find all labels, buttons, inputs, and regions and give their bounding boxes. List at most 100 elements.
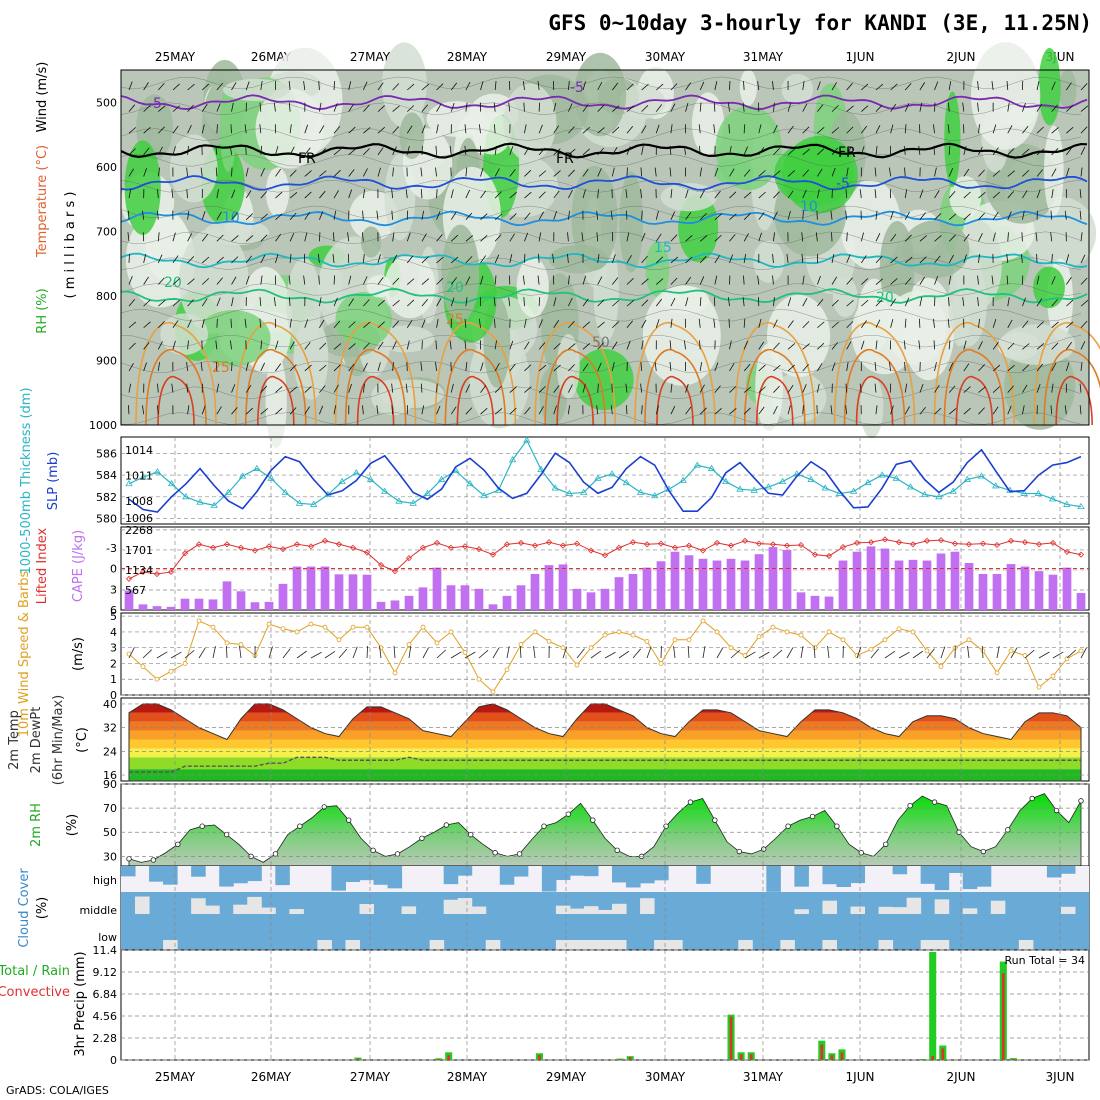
wind-barb [802,405,804,415]
lifted-index-point [363,549,371,556]
wind-barb [245,213,254,220]
wind-speed-point [140,664,146,670]
wind-speed-point [182,661,188,666]
wind-barb [567,81,570,91]
cloud-high-bar [219,866,234,887]
wind-barb [157,83,165,91]
rh-contour [120,386,1082,399]
wind-barb [1080,320,1088,329]
wind-speed-point [616,629,622,635]
wind-barb [1010,647,1018,659]
wind-barb [1080,277,1088,285]
rh-shade [1058,69,1077,110]
wind-barb [260,168,265,177]
wind-barb [1066,649,1077,659]
wind-barb [963,363,970,372]
cloud-high-bar [948,866,964,873]
wind-barb [406,232,411,242]
thickness-point [253,464,261,471]
wind-barb [699,235,708,242]
lifted-index-point [1063,548,1071,555]
wind-barb [187,83,195,91]
wind-barb [729,408,737,415]
wind-barb [480,234,488,242]
wind-barb [934,190,940,199]
lifted-index-point [685,542,693,549]
lifted-index-point [321,537,329,544]
wind-barb [698,318,701,328]
wind-barb [1036,383,1041,393]
wind-barb [684,340,686,350]
wind-barb [978,341,983,350]
cloud-high-bar [443,866,459,885]
lifted-index-point [349,544,357,551]
wind-barb [875,405,878,415]
wind-barb [377,147,384,156]
wind-barb [934,384,940,393]
wind-barb [421,278,430,285]
wind-barb [827,646,830,659]
wind-barb [597,168,602,177]
wind-barb [846,232,848,242]
wind-barb [758,341,765,350]
wind-barb [773,147,780,156]
wind-barb [245,190,252,199]
contour-label: 25 [212,360,230,376]
thickness-point [849,487,858,494]
cloud-high-bar [121,866,136,877]
wind-barb [802,169,809,177]
rh-shade [571,165,618,271]
wind-barb [494,234,502,242]
wind-barb [304,191,312,199]
wind-barb [317,253,320,263]
wind-barb [640,167,643,177]
rh-contour [120,231,1082,245]
wind-barb [435,340,437,350]
thickness-point [437,475,446,482]
wind-barb [991,81,994,91]
rh-point [687,799,694,805]
wind-barb [626,340,631,350]
lifted-index-point [993,541,1001,549]
wind-barb [860,320,868,328]
precip-convective-bar [749,1054,753,1060]
cloud-gap [345,940,360,950]
wind-barb [758,406,765,415]
wind-barb [1022,297,1026,307]
thickness-point [281,488,290,495]
thickness-point [182,493,190,500]
wind-barb [259,297,262,307]
wind-barb [861,105,869,112]
wind-barb [128,276,133,285]
lifted-index-point [279,546,287,553]
wind-barb [392,254,398,264]
wind-barb [582,275,587,285]
wind-barb [508,102,511,112]
wind-barb [435,167,437,177]
wind-barb [538,297,541,307]
cloud-gap [289,909,304,914]
wind-barb [875,299,883,307]
rh-point [760,846,767,852]
wind-barb [1065,362,1070,372]
temp-band [129,757,1081,770]
wind-barb [831,362,836,372]
wind-barb [597,189,599,199]
wind-barb [553,148,561,156]
wind-barb [304,406,310,415]
date-label-top: 25MAY [155,50,196,64]
wind-barb [568,320,575,329]
cape-bar [446,585,456,610]
rh-point [394,851,401,857]
wind-barb [216,103,221,112]
rh-shade [223,78,290,102]
wind-speed-point [826,629,832,635]
wind-barb [641,405,643,415]
cloud-gap [583,906,599,914]
panel-border [120,69,1090,426]
wind-barb [1036,81,1040,91]
cloud-high-bar [976,866,992,887]
precip-convective-bar [618,1059,622,1060]
wind-barb [1022,210,1025,220]
